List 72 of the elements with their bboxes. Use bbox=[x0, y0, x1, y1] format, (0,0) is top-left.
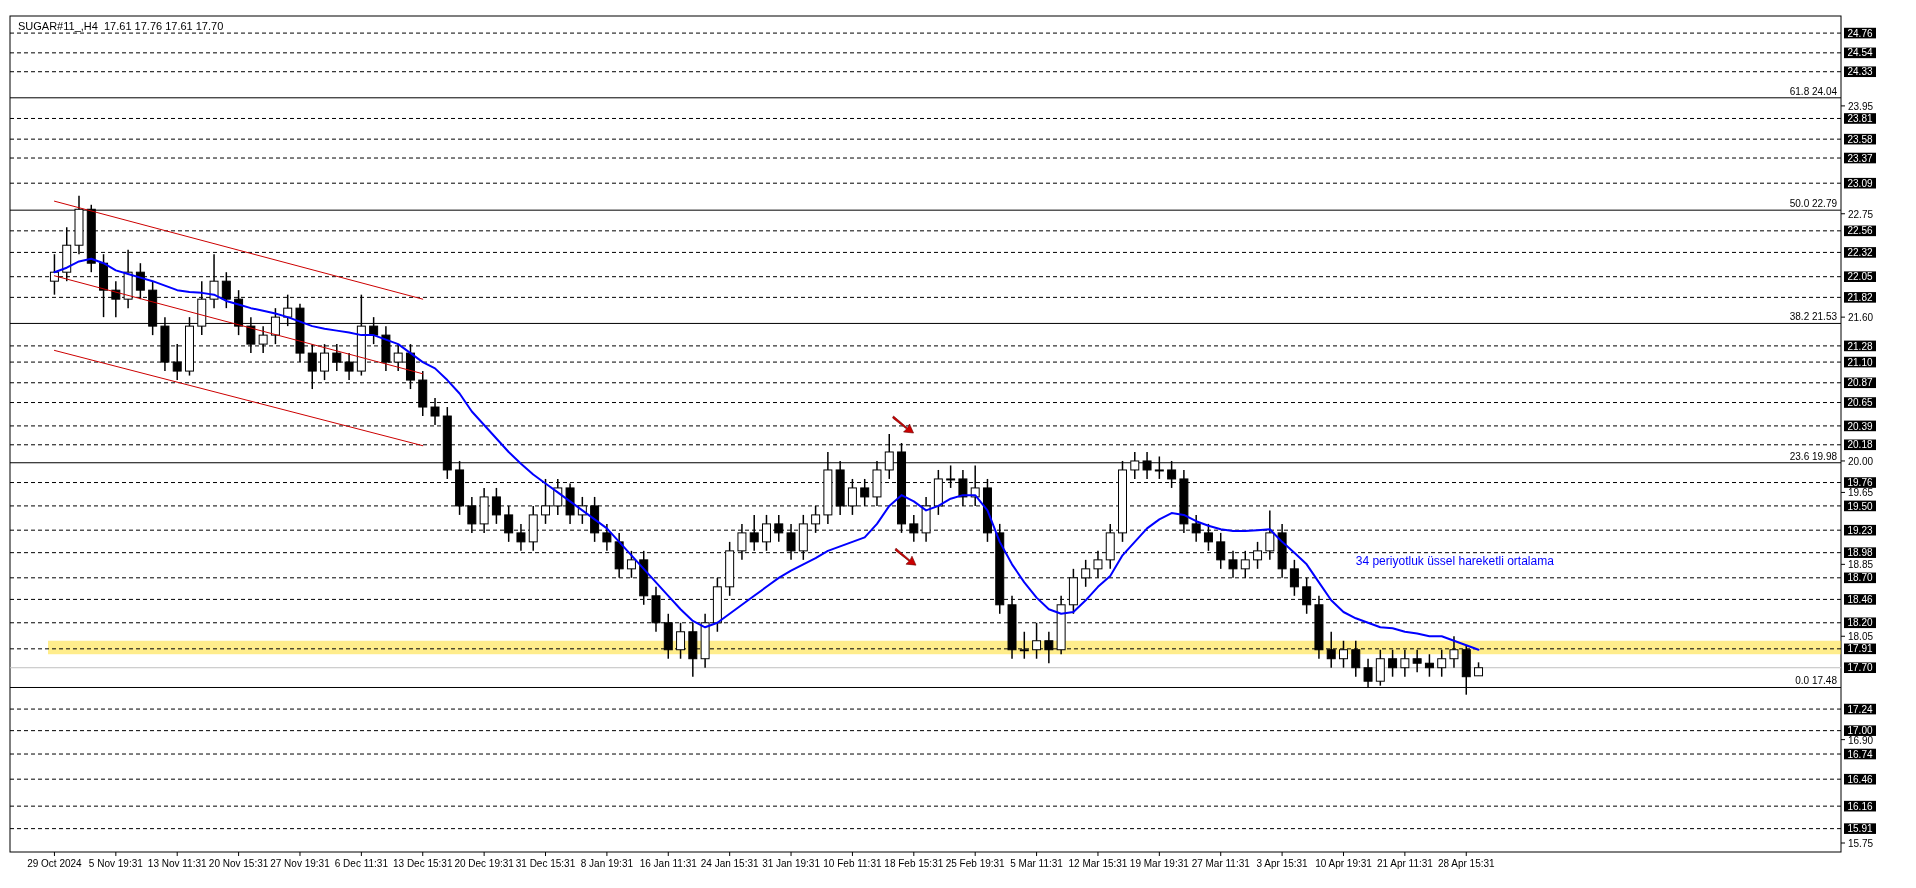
x-tick-label: 20 Dec 19:31 bbox=[454, 858, 515, 869]
ref-line-label: 23.58 bbox=[1847, 133, 1873, 145]
ref-line-label: 21.28 bbox=[1847, 340, 1873, 352]
x-tick-label: 19 Mar 19:31 bbox=[1129, 858, 1190, 869]
x-tick-label: 28 Apr 15:31 bbox=[1437, 858, 1496, 869]
ref-line-label: 22.56 bbox=[1847, 225, 1873, 237]
ref-line-label: 15.91 bbox=[1847, 823, 1873, 835]
ref-line-label: 17.00 bbox=[1847, 725, 1873, 737]
x-tick-label: 29 Oct 2024 bbox=[27, 858, 83, 869]
x-tick-label: 18 Feb 15:31 bbox=[884, 858, 944, 869]
x-tick-label: 5 Mar 11:31 bbox=[1010, 858, 1064, 869]
y-tick-label: 16.90 bbox=[1848, 734, 1874, 746]
ref-line-label: 18.70 bbox=[1847, 572, 1873, 584]
x-tick-label: 10 Apr 19:31 bbox=[1315, 858, 1373, 869]
x-tick-label: 24 Jan 15:31 bbox=[700, 858, 760, 869]
x-tick-label: 16 Jan 11:31 bbox=[639, 858, 698, 869]
ref-line-label: 18.98 bbox=[1847, 547, 1873, 559]
ref-line-label: 38.2 21.53 bbox=[1789, 311, 1838, 323]
ref-line-label: 17.91 bbox=[1847, 643, 1873, 655]
x-tick-label: 25 Feb 19:31 bbox=[945, 858, 1006, 869]
y-tick-label: 23.95 bbox=[1848, 100, 1874, 112]
ref-line-label: 22.05 bbox=[1847, 271, 1873, 283]
ref-line-label: 18.20 bbox=[1847, 617, 1873, 629]
ref-line-label: 19.50 bbox=[1847, 500, 1873, 512]
ref-line-label: 24.33 bbox=[1847, 66, 1873, 78]
ref-line-label: 23.37 bbox=[1847, 152, 1873, 164]
ref-line-label: 22.32 bbox=[1847, 247, 1873, 259]
ref-line-label: 20.18 bbox=[1847, 439, 1873, 451]
y-tick-label: 19.65 bbox=[1848, 487, 1874, 499]
x-tick-label: 8 Jan 19:31 bbox=[580, 858, 634, 869]
ref-line-label: 24.54 bbox=[1847, 47, 1873, 59]
ref-line-label: 21.82 bbox=[1847, 291, 1873, 303]
ref-line-label: 17.70 bbox=[1847, 662, 1873, 674]
x-tick-label: 13 Nov 11:31 bbox=[147, 858, 208, 869]
x-tick-label: 13 Dec 15:31 bbox=[392, 858, 453, 869]
x-tick-label: 5 Nov 19:31 bbox=[88, 858, 144, 869]
ref-line-label: 17.24 bbox=[1847, 703, 1873, 715]
y-tick-label: 15.75 bbox=[1848, 838, 1874, 850]
ref-line-label: 16.74 bbox=[1847, 748, 1873, 760]
x-tick-label: 20 Nov 15:31 bbox=[208, 858, 269, 869]
y-tick-label: 21.60 bbox=[1848, 312, 1874, 324]
ref-line-label: 20.39 bbox=[1847, 420, 1873, 432]
ref-line-label: 18.46 bbox=[1847, 594, 1873, 605]
x-tick-label: 31 Jan 19:31 bbox=[762, 858, 821, 869]
ref-line-label: 50.0 22.79 bbox=[1789, 198, 1838, 210]
x-tick-label: 21 Apr 11:31 bbox=[1376, 858, 1434, 869]
ref-line-label: 19.23 bbox=[1847, 524, 1873, 536]
y-tick-label: 22.75 bbox=[1848, 208, 1874, 220]
ref-line-label: 0.0 17.48 bbox=[1795, 675, 1838, 687]
text: 34 periyotluk üssel hareketli ortalama bbox=[1355, 553, 1555, 568]
x-tick-label: 3 Apr 15:31 bbox=[1256, 858, 1309, 869]
ref-line-label: 16.16 bbox=[1847, 800, 1873, 812]
y-tick-label: 18.05 bbox=[1848, 631, 1874, 643]
ref-line-label: 19.76 bbox=[1847, 477, 1873, 489]
y-tick-label: 18.85 bbox=[1848, 559, 1874, 571]
x-tick-label: 6 Dec 11:31 bbox=[334, 858, 389, 869]
ref-line-label: 16.46 bbox=[1847, 773, 1873, 785]
x-tick-label: 31 Dec 15:31 bbox=[515, 858, 576, 869]
ref-line-label: 23.6 19.98 bbox=[1789, 450, 1838, 462]
ref-line-label: 20.87 bbox=[1847, 377, 1873, 389]
ref-line-label: 24.76 bbox=[1847, 27, 1873, 39]
ref-line-label: 61.8 24.04 bbox=[1789, 85, 1838, 97]
x-tick-label: 27 Mar 11:31 bbox=[1191, 858, 1251, 869]
y-tick-label: 20.00 bbox=[1848, 455, 1874, 467]
ref-line-label: 23.81 bbox=[1847, 113, 1873, 125]
ref-line-label: 20.65 bbox=[1847, 397, 1873, 409]
chart-title: SUGAR#11_,H4 17.61 17.76 17.61 17.70 bbox=[18, 20, 224, 32]
ref-line-label: 23.09 bbox=[1847, 177, 1873, 189]
x-tick-label: 12 Mar 15:31 bbox=[1068, 858, 1128, 869]
x-tick-label: 10 Feb 11:31 bbox=[823, 858, 882, 869]
ref-line-label: 21.10 bbox=[1847, 356, 1873, 368]
x-tick-label: 27 Nov 19:31 bbox=[270, 858, 331, 869]
